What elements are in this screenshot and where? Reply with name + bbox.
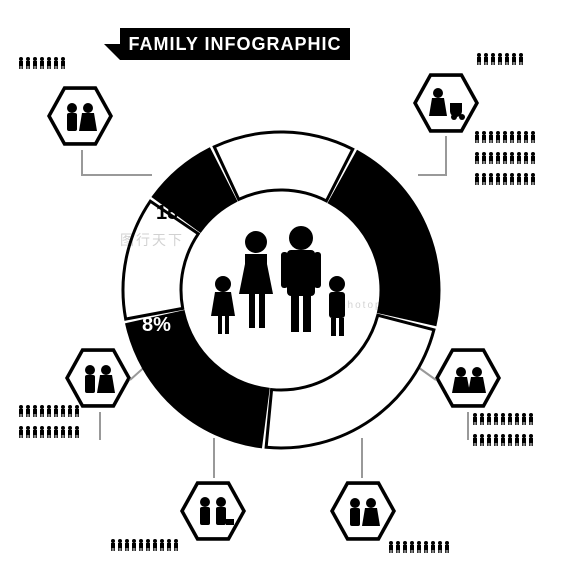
center-family-icon (201, 218, 361, 358)
title-ribbon: FAMILY INFOGRAPHIC (120, 28, 350, 60)
title-text: FAMILY INFOGRAPHIC (128, 34, 341, 55)
pct-20: 20% (300, 398, 340, 421)
infographic-canvas: FAMILY INFOGRAPHIC (0, 0, 562, 562)
pct-23: 23% (398, 268, 438, 291)
pct-21: 21% (261, 148, 301, 171)
pct-13: 13% (198, 398, 238, 421)
pct-8: 8% (142, 314, 171, 337)
ribbon-tail-left (104, 44, 120, 60)
pct-15: 15% (156, 202, 196, 225)
